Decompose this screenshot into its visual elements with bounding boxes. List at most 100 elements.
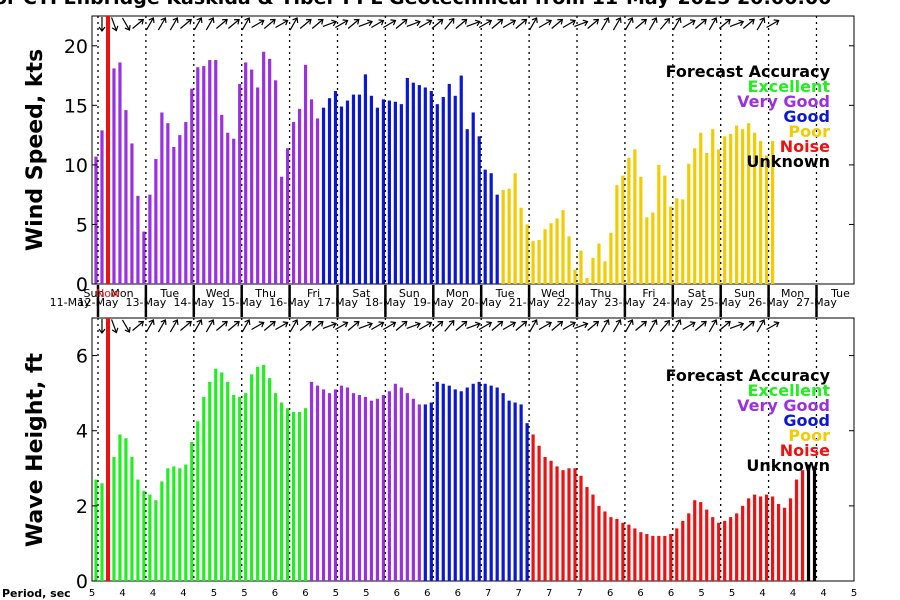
wave-arrow (251, 321, 265, 331)
wind-bar (507, 188, 511, 284)
wind-bar (657, 164, 661, 284)
wave-arrow (227, 320, 240, 331)
wave-y-tick-label: 0 (76, 571, 88, 593)
wind-bar (489, 173, 493, 284)
wave-direction-arrows (98, 319, 780, 334)
day-labels: Sun11-MayMon12-MayTue13-MayWed14-MayThu1… (50, 285, 850, 317)
wave-bar (759, 496, 763, 581)
wave-bar (327, 393, 332, 581)
wind-bar (112, 68, 116, 284)
wind-arrow (766, 19, 780, 29)
wind-bar (567, 236, 571, 284)
wave-legend-item: Noise (780, 441, 830, 460)
wave-bar (717, 522, 721, 581)
wind-bar (675, 198, 679, 284)
wave-bar (190, 441, 194, 581)
wind-bar (603, 261, 607, 284)
wave-bar (501, 393, 505, 581)
wind-bar (717, 149, 721, 284)
wind-bar (327, 98, 332, 284)
wind-arrow (515, 18, 528, 29)
wave-height-panel: 0 2 4 6 Wave Height, ft Forecast AccuracyEx… (23, 317, 855, 593)
wave-bar (124, 438, 128, 581)
wind-arrow (648, 17, 658, 31)
wave-arrow (263, 320, 276, 331)
wave-bar (597, 505, 601, 581)
wave-arrow (478, 321, 493, 331)
wind-arrow (708, 17, 718, 31)
wind-bar (645, 217, 649, 284)
wind-bar (136, 195, 140, 284)
wave-y-axis-label: Wave Height, ft (23, 352, 48, 547)
wind-bar (339, 106, 344, 285)
wind-arrow (418, 19, 433, 29)
wind-y-ticks: 0 5 10 15 20 (64, 36, 854, 296)
wave-bar (543, 457, 547, 581)
wave-bar (315, 385, 320, 581)
wave-bar (196, 421, 200, 581)
wave-arrow (466, 321, 481, 329)
wave-arrow (289, 319, 299, 333)
wave-bar (776, 503, 781, 581)
wind-arrow (205, 17, 215, 31)
wind-arrow (215, 18, 228, 29)
wave-arrow (729, 321, 745, 329)
wind-bar (405, 77, 409, 284)
wave-legend-item: Poor (788, 426, 830, 445)
wind-bar (232, 138, 236, 284)
wave-arrow (335, 321, 349, 331)
wind-legend-item: Very Good (737, 92, 830, 111)
wind-arrow (612, 17, 622, 31)
wind-bar (172, 147, 176, 284)
wave-arrow (383, 321, 397, 331)
wind-bar (741, 129, 745, 284)
wave-bar (747, 498, 751, 581)
wind-bar (585, 278, 589, 284)
wind-bar (699, 132, 703, 284)
wind-bar (627, 157, 631, 284)
wind-arrow (600, 17, 610, 31)
wave-bar (609, 517, 613, 581)
wind-bar (621, 175, 625, 284)
wind-bar (663, 175, 667, 284)
wind-bar (579, 250, 583, 284)
wind-arrow (551, 18, 564, 29)
wave-arrow (193, 319, 203, 333)
wind-arrow (299, 18, 312, 29)
wind-bar (303, 64, 308, 284)
wind-bar (393, 101, 397, 284)
period-tick-label: 6 (455, 588, 461, 599)
wave-bar (447, 385, 451, 581)
wave-y-tick-label: 6 (76, 346, 88, 368)
wave-bar (112, 457, 116, 581)
wave-arrow (180, 320, 192, 331)
wave-bar (806, 464, 811, 581)
wave-bar (770, 496, 775, 581)
wave-bar (549, 460, 553, 581)
period-tick-label: 5 (241, 588, 247, 599)
wave-bar (585, 487, 589, 581)
period-label: Period, sec (2, 587, 71, 600)
wind-bar (495, 194, 499, 284)
wind-arrow (241, 17, 251, 31)
wave-arrow (648, 319, 658, 333)
wave-bar (291, 411, 296, 581)
wind-arrow (478, 19, 493, 29)
wave-bar (345, 387, 350, 581)
wave-bar (268, 378, 272, 581)
period-tick-label: 5 (698, 588, 704, 599)
wind-legend-item: Excellent (748, 77, 831, 96)
wave-y-tick-label: 4 (76, 421, 88, 443)
wind-bar (770, 141, 775, 284)
wind-bar (238, 83, 242, 284)
wind-arrow (455, 18, 468, 29)
wind-arrow (538, 19, 552, 29)
day-weekday: Thu (254, 287, 276, 300)
wave-bar (208, 381, 212, 581)
wave-arrow (574, 321, 589, 329)
now-marker: Now (96, 16, 120, 581)
wind-bar (256, 87, 260, 284)
wave-bar (477, 381, 481, 581)
wave-bar (711, 517, 715, 581)
